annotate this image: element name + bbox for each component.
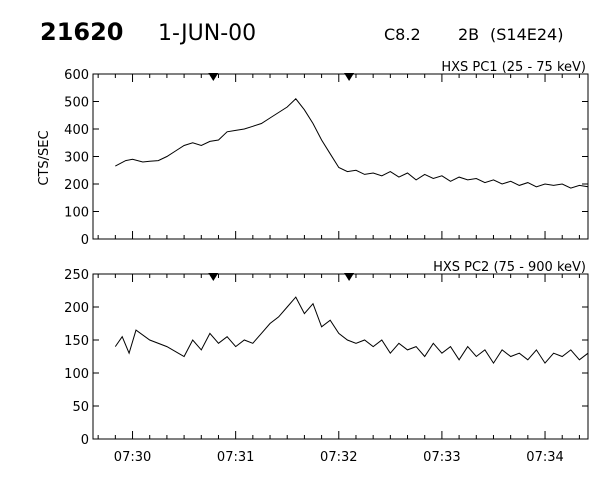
time-markers (208, 73, 355, 81)
y-tick-label: 150 (64, 334, 89, 349)
series-line (115, 98, 589, 189)
goes-class: C8.2 (384, 25, 421, 44)
flare-location: (S14E24) (490, 25, 563, 44)
y-tick-label: 100 (64, 367, 89, 382)
panel-title: HXS PC2 (75 - 900 keV) (433, 260, 586, 275)
series-line (114, 296, 589, 365)
time-marker (208, 73, 219, 81)
y-tick-label: 0 (81, 433, 89, 448)
time-markers (208, 273, 355, 281)
x-tick-label: 07:30 (114, 450, 151, 465)
x-tick-label: 07:33 (423, 450, 460, 465)
y-tick-label: 600 (64, 68, 89, 83)
x-ticks (97, 274, 580, 439)
x-tick-label: 07:34 (526, 450, 563, 465)
y-tick-label: 100 (64, 206, 89, 221)
time-marker (344, 273, 355, 281)
y-ticks: 0 50 100 150 200 250 (64, 268, 588, 448)
event-id: 21620 (40, 18, 124, 46)
plot-panel-pc1: HXS PC1 (25 - 75 keV) 0 100 200 300 400 500 60… (64, 60, 589, 248)
time-marker (344, 73, 355, 81)
y-tick-label: 300 (64, 151, 89, 166)
y-axis-label: CTS/SEC (37, 130, 52, 185)
y-ticks: 0 100 200 300 400 500 600 (64, 68, 588, 248)
y-tick-label: 200 (64, 301, 89, 316)
y-tick-label: 0 (81, 233, 89, 248)
y-tick-label: 250 (64, 268, 89, 283)
y-tick-label: 500 (64, 96, 89, 111)
panel-title: HXS PC1 (25 - 75 keV) (441, 60, 586, 75)
x-tick-labels: 07:30 07:31 07:32 07:33 07:34 (114, 450, 564, 465)
event-date: 1-JUN-00 (158, 21, 256, 46)
x-ticks (97, 74, 580, 239)
y-tick-label: 400 (64, 123, 89, 138)
y-tick-label: 200 (64, 178, 89, 193)
x-tick-label: 07:31 (217, 450, 254, 465)
x-tick-label: 07:32 (320, 450, 357, 465)
plot-panel-pc2: HXS PC2 (75 - 900 keV) 0 50 100 150 200 250 0… (64, 260, 589, 465)
y-tick-label: 50 (72, 400, 89, 415)
plot-frame (92, 273, 589, 440)
time-marker (208, 273, 219, 281)
h-alpha-class: 2B (458, 25, 479, 44)
